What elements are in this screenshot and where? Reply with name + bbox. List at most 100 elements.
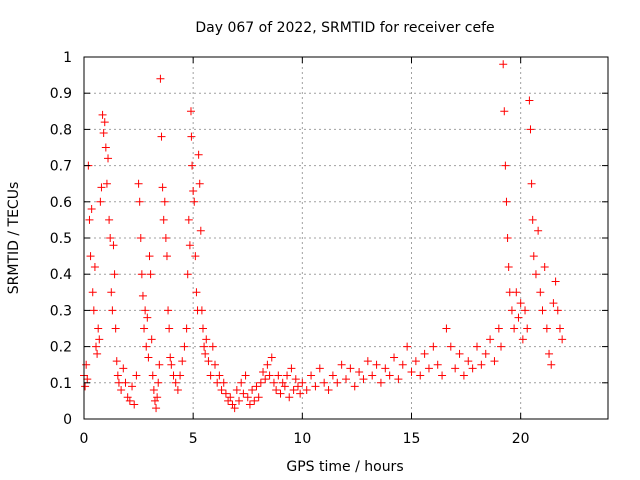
data-point bbox=[534, 226, 543, 235]
data-point bbox=[171, 378, 180, 387]
data-point bbox=[278, 378, 287, 387]
data-point bbox=[140, 324, 149, 333]
data-point bbox=[137, 270, 146, 279]
data-point bbox=[224, 396, 233, 405]
data-point bbox=[162, 252, 171, 261]
x-tick-label: 10 bbox=[293, 431, 311, 447]
data-point bbox=[104, 154, 113, 163]
data-point bbox=[254, 393, 263, 402]
data-point bbox=[183, 270, 192, 279]
data-point bbox=[526, 125, 535, 134]
data-point bbox=[272, 386, 281, 395]
data-point bbox=[291, 375, 300, 384]
data-point bbox=[243, 393, 252, 402]
data-point bbox=[165, 324, 174, 333]
data-point bbox=[486, 335, 495, 344]
data-point bbox=[549, 299, 558, 308]
data-point bbox=[230, 404, 239, 413]
data-point bbox=[93, 349, 102, 358]
data-point bbox=[117, 386, 126, 395]
data-point bbox=[185, 241, 194, 250]
data-point bbox=[494, 324, 503, 333]
data-point bbox=[191, 252, 200, 261]
data-point bbox=[99, 129, 108, 138]
data-point bbox=[178, 357, 187, 366]
data-point bbox=[111, 324, 120, 333]
data-point bbox=[296, 389, 305, 398]
data-point bbox=[256, 378, 265, 387]
data-point bbox=[123, 393, 132, 402]
data-point bbox=[101, 143, 110, 152]
data-point bbox=[132, 371, 141, 380]
data-point bbox=[97, 183, 106, 192]
data-point bbox=[82, 360, 91, 369]
data-point bbox=[128, 382, 137, 391]
data-point bbox=[302, 386, 311, 395]
data-point bbox=[159, 215, 168, 224]
data-point bbox=[119, 364, 128, 373]
data-point bbox=[204, 357, 213, 366]
data-point bbox=[182, 324, 191, 333]
data-point bbox=[429, 342, 438, 351]
data-point bbox=[267, 353, 276, 362]
data-point bbox=[259, 367, 268, 376]
data-point bbox=[293, 382, 302, 391]
data-point bbox=[287, 364, 296, 373]
data-point bbox=[200, 342, 209, 351]
data-point bbox=[298, 378, 307, 387]
x-tick-label: 5 bbox=[189, 431, 198, 447]
data-point bbox=[85, 215, 94, 224]
data-point bbox=[92, 342, 101, 351]
data-point bbox=[94, 324, 103, 333]
data-point bbox=[235, 396, 244, 405]
data-point bbox=[503, 234, 512, 242]
data-point bbox=[144, 353, 153, 362]
data-point bbox=[190, 197, 199, 206]
data-point bbox=[261, 375, 270, 384]
data-point bbox=[90, 262, 99, 271]
data-point bbox=[407, 367, 416, 376]
data-point bbox=[558, 335, 567, 344]
data-point bbox=[368, 371, 377, 380]
y-tick-label: 0.6 bbox=[50, 195, 72, 211]
data-point bbox=[376, 378, 385, 387]
data-point bbox=[180, 342, 189, 351]
data-point bbox=[446, 342, 455, 351]
data-point bbox=[289, 386, 298, 395]
data-point bbox=[211, 360, 219, 369]
data-point bbox=[283, 371, 292, 380]
data-point bbox=[134, 179, 143, 188]
data-point bbox=[411, 357, 420, 366]
data-point bbox=[510, 324, 519, 333]
data-point bbox=[109, 241, 118, 250]
y-tick-label: 0.7 bbox=[50, 159, 72, 175]
x-tick-label: 0 bbox=[80, 431, 89, 447]
data-point bbox=[269, 378, 278, 387]
data-point bbox=[148, 371, 157, 380]
data-point bbox=[150, 396, 159, 405]
data-point bbox=[221, 389, 230, 398]
data-point bbox=[464, 357, 473, 366]
data-point bbox=[398, 360, 407, 369]
y-tick-label: 0.2 bbox=[50, 340, 72, 356]
data-point bbox=[518, 335, 527, 344]
data-point bbox=[516, 299, 525, 308]
data-point bbox=[196, 226, 205, 235]
data-point bbox=[241, 371, 250, 380]
data-point bbox=[359, 375, 368, 384]
data-point bbox=[529, 252, 538, 261]
data-point bbox=[507, 306, 516, 315]
data-point bbox=[108, 306, 117, 315]
data-point bbox=[403, 342, 412, 351]
data-point bbox=[551, 277, 560, 286]
data-point bbox=[512, 288, 521, 297]
data-point bbox=[523, 324, 532, 333]
y-tick-label: 0.9 bbox=[50, 86, 72, 102]
chart-title: Day 067 of 2022, SRMTID for receiver cef… bbox=[195, 20, 494, 36]
data-point bbox=[333, 378, 342, 387]
data-point bbox=[88, 288, 97, 297]
data-point bbox=[86, 252, 95, 261]
x-tick-label: 20 bbox=[512, 431, 530, 447]
data-point bbox=[499, 60, 508, 69]
